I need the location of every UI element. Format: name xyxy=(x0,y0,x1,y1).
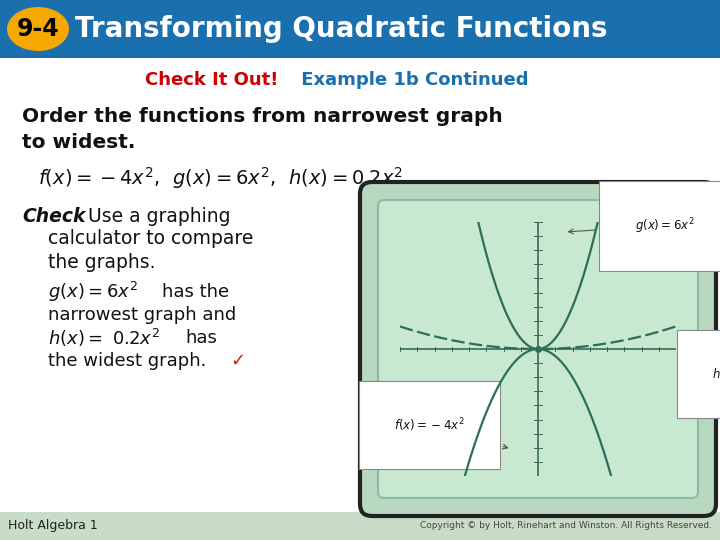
Text: calculator to compare: calculator to compare xyxy=(48,230,253,248)
Text: Copyright © by Holt, Rinehart and Winston. All Rights Reserved.: Copyright © by Holt, Rinehart and Winsto… xyxy=(420,522,712,530)
Text: $\mathit{f}(\mathit{x}) = -4\mathit{x}^2\mathit{,}\ \ \mathit{g}(\mathit{x}) = 6: $\mathit{f}(\mathit{x}) = -4\mathit{x}^2… xyxy=(38,165,403,191)
Text: Transforming Quadratic Functions: Transforming Quadratic Functions xyxy=(75,15,608,43)
Text: to widest.: to widest. xyxy=(22,132,135,152)
Bar xyxy=(0,512,720,540)
Text: Check It Out!: Check It Out! xyxy=(145,71,279,89)
Text: Use a graphing: Use a graphing xyxy=(88,206,230,226)
FancyBboxPatch shape xyxy=(378,200,698,498)
FancyBboxPatch shape xyxy=(360,182,716,516)
Text: $f(x) = -4x^2$: $f(x) = -4x^2$ xyxy=(394,416,508,449)
Bar xyxy=(0,58,720,512)
Text: has the: has the xyxy=(162,283,229,301)
Text: $g(x) = 6x^2$: $g(x) = 6x^2$ xyxy=(569,216,694,235)
Text: $\mathit{h}(\mathit{x}) = \ 0.2\mathit{x}^2$: $\mathit{h}(\mathit{x}) = \ 0.2\mathit{x… xyxy=(48,327,160,349)
Bar xyxy=(0,0,720,58)
Text: narrowest graph and: narrowest graph and xyxy=(48,306,236,324)
Ellipse shape xyxy=(7,7,69,51)
Text: $h(x) = 0.2x^2$: $h(x) = 0.2x^2$ xyxy=(686,365,720,383)
Text: has: has xyxy=(185,329,217,347)
Text: Holt Algebra 1: Holt Algebra 1 xyxy=(8,519,98,532)
Text: the graphs.: the graphs. xyxy=(48,253,156,272)
Text: 9-4: 9-4 xyxy=(17,17,59,41)
Text: ✓: ✓ xyxy=(230,352,245,370)
Text: Example 1b Continued: Example 1b Continued xyxy=(295,71,528,89)
Text: Check: Check xyxy=(22,206,86,226)
Text: the widest graph.: the widest graph. xyxy=(48,352,207,370)
Text: Order the functions from narrowest graph: Order the functions from narrowest graph xyxy=(22,106,503,125)
Text: $\mathit{g}(\mathit{x}) = 6\mathit{x}^2$: $\mathit{g}(\mathit{x}) = 6\mathit{x}^2$ xyxy=(48,280,138,304)
